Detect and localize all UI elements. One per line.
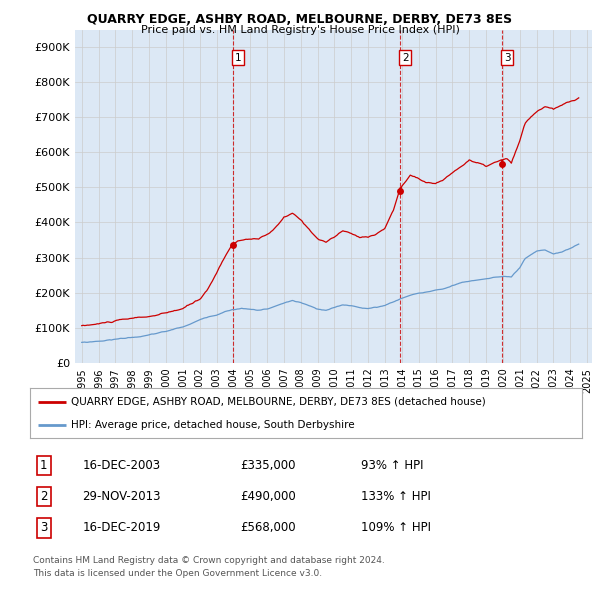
Text: 2: 2 [40, 490, 47, 503]
Text: 133% ↑ HPI: 133% ↑ HPI [361, 490, 431, 503]
Text: 1: 1 [40, 459, 47, 472]
Text: 16-DEC-2003: 16-DEC-2003 [82, 459, 161, 472]
Text: 3: 3 [40, 521, 47, 535]
Text: 93% ↑ HPI: 93% ↑ HPI [361, 459, 424, 472]
Text: £490,000: £490,000 [240, 490, 296, 503]
Text: 29-NOV-2013: 29-NOV-2013 [82, 490, 161, 503]
Text: 109% ↑ HPI: 109% ↑ HPI [361, 521, 431, 535]
Text: 16-DEC-2019: 16-DEC-2019 [82, 521, 161, 535]
Text: 2: 2 [402, 53, 409, 63]
Text: Contains HM Land Registry data © Crown copyright and database right 2024.: Contains HM Land Registry data © Crown c… [33, 556, 385, 565]
Text: QUARRY EDGE, ASHBY ROAD, MELBOURNE, DERBY, DE73 8ES (detached house): QUARRY EDGE, ASHBY ROAD, MELBOURNE, DERB… [71, 396, 486, 407]
Text: Price paid vs. HM Land Registry's House Price Index (HPI): Price paid vs. HM Land Registry's House … [140, 25, 460, 35]
Text: 1: 1 [235, 53, 241, 63]
Text: £568,000: £568,000 [240, 521, 295, 535]
Text: QUARRY EDGE, ASHBY ROAD, MELBOURNE, DERBY, DE73 8ES: QUARRY EDGE, ASHBY ROAD, MELBOURNE, DERB… [88, 13, 512, 26]
Text: This data is licensed under the Open Government Licence v3.0.: This data is licensed under the Open Gov… [33, 569, 322, 578]
Text: 3: 3 [504, 53, 511, 63]
Text: HPI: Average price, detached house, South Derbyshire: HPI: Average price, detached house, Sout… [71, 420, 355, 430]
Text: £335,000: £335,000 [240, 459, 295, 472]
